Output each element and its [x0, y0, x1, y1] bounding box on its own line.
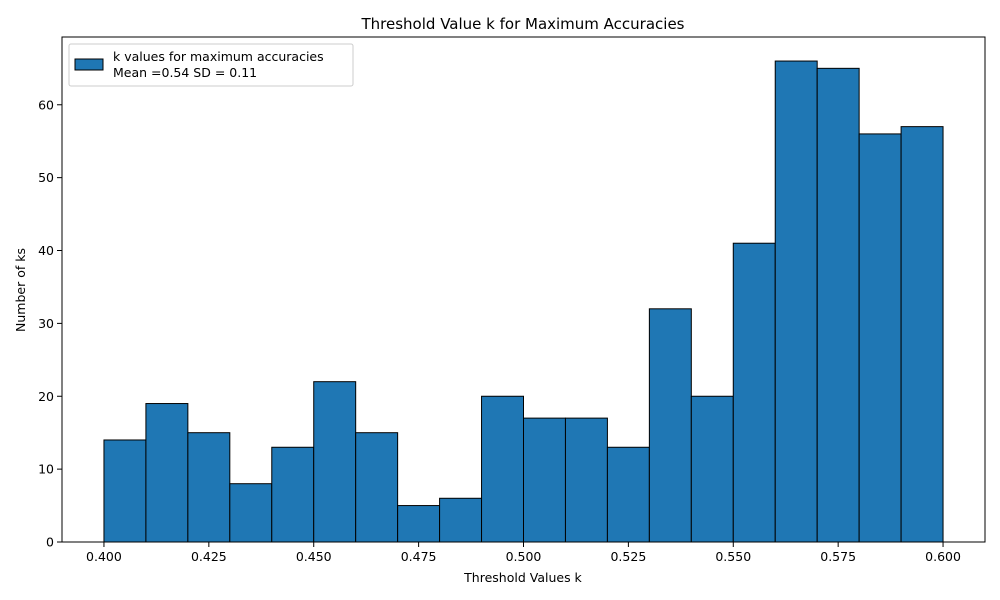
x-tick-label: 0.525 [610, 549, 646, 564]
y-tick-label: 30 [38, 316, 54, 331]
histogram-bar [774, 60, 818, 543]
histogram-bar [271, 446, 315, 543]
x-tick-label: 0.475 [401, 549, 437, 564]
histogram-bar [690, 395, 734, 543]
histogram-bar [816, 67, 860, 543]
bars-group [103, 60, 944, 543]
plot-frame [61, 36, 986, 543]
histogram-bar [523, 417, 566, 543]
legend-entry-line-1: k values for maximum accuracies [113, 49, 324, 64]
histogram-bar [439, 497, 483, 543]
x-tick-label: 0.550 [715, 549, 751, 564]
histogram-bar [481, 395, 524, 543]
histogram-bar [732, 242, 776, 543]
y-tick-label: 10 [38, 462, 54, 477]
histogram-bar [103, 439, 147, 543]
histogram-bar [564, 417, 608, 543]
histogram-bar [900, 126, 944, 543]
histogram-bar [355, 432, 399, 543]
y-tick-label: 20 [38, 389, 54, 404]
x-axis-label: Threshold Values k [463, 570, 582, 585]
histogram-bar [145, 403, 189, 543]
x-tick-label: 0.500 [506, 549, 542, 564]
histogram-bar [606, 446, 650, 543]
x-axis-ticks: 0.400 0.425 0.450 0.475 0.500 0.525 0.550 0.575… [86, 542, 961, 564]
histogram-bar [397, 505, 441, 543]
x-tick-label: 0.425 [191, 549, 227, 564]
x-tick-label: 0.450 [296, 549, 332, 564]
legend: k values for maximum accuracies Mean =0.… [68, 43, 354, 87]
x-tick-label: 0.600 [925, 549, 961, 564]
x-tick-label: 0.575 [820, 549, 856, 564]
legend-entry-line-2: Mean =0.54 SD = 0.11 [113, 65, 257, 80]
histogram-bar [187, 432, 231, 543]
histogram-bar [229, 483, 273, 543]
y-tick-label: 40 [38, 243, 54, 258]
y-tick-label: 0 [46, 535, 54, 550]
legend-swatch [74, 58, 104, 71]
histogram-bar [313, 381, 357, 543]
x-tick-label: 0.400 [86, 549, 122, 564]
legend-box [68, 43, 354, 87]
histogram-bar [648, 308, 692, 543]
histogram-bar [858, 133, 902, 543]
chart-title: Threshold Value k for Maximum Accuracies [361, 15, 685, 33]
y-axis-label: Number of ks [13, 248, 28, 332]
y-tick-label: 60 [38, 97, 54, 112]
y-axis-ticks: 0 10 20 30 40 50 60 [38, 97, 62, 550]
y-tick-label: 50 [38, 170, 54, 185]
